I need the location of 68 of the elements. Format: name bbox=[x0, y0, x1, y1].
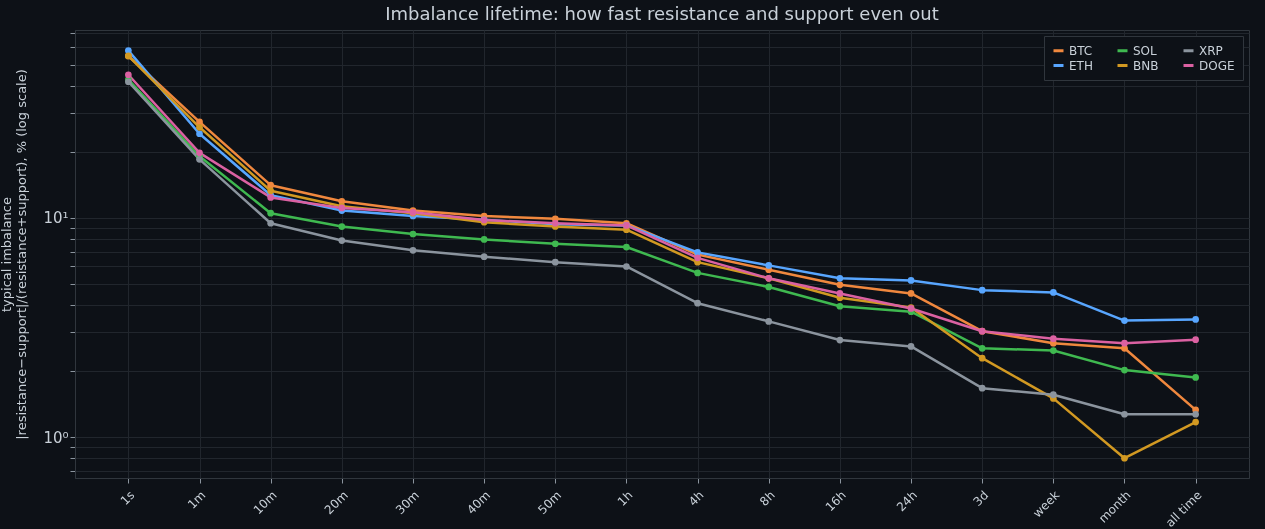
chart-title: Imbalance lifetime: how fast resistance and support even out bbox=[385, 3, 939, 24]
x-tick-label: 16h bbox=[822, 488, 849, 515]
point bbox=[907, 277, 915, 284]
point bbox=[1121, 410, 1128, 418]
x-tick-label: 1h bbox=[614, 488, 636, 509]
point bbox=[196, 123, 203, 131]
legend-label: XRP bbox=[1199, 43, 1223, 58]
point bbox=[836, 274, 844, 282]
x-tick-label: 8h bbox=[757, 488, 778, 509]
point bbox=[1049, 335, 1057, 343]
point bbox=[1121, 317, 1128, 324]
point bbox=[125, 71, 132, 79]
point bbox=[836, 290, 844, 297]
point bbox=[480, 236, 488, 243]
point bbox=[978, 286, 986, 294]
legend-label: BNB bbox=[1133, 58, 1159, 73]
point bbox=[694, 269, 701, 277]
point bbox=[836, 281, 844, 289]
point bbox=[551, 240, 559, 248]
point bbox=[1121, 454, 1128, 462]
y-tick-label: 10¹ bbox=[43, 209, 69, 228]
point bbox=[1192, 410, 1199, 418]
point bbox=[480, 253, 488, 261]
point bbox=[1121, 339, 1128, 347]
point bbox=[1192, 336, 1199, 344]
point bbox=[267, 209, 275, 217]
point bbox=[978, 354, 986, 362]
point bbox=[125, 47, 132, 54]
legend-label: BTC bbox=[1069, 43, 1093, 58]
point bbox=[267, 187, 275, 195]
point bbox=[1192, 316, 1199, 323]
point bbox=[338, 223, 346, 230]
point bbox=[1049, 391, 1057, 399]
x-tick-label: 24h bbox=[893, 488, 921, 515]
legend-label: DOGE bbox=[1199, 58, 1235, 73]
point bbox=[978, 344, 986, 352]
y-axis-title: typical imbalance |resistance−support|/(resistance+support), % (log scale) bbox=[0, 69, 30, 440]
point bbox=[623, 243, 630, 251]
point bbox=[836, 302, 844, 310]
point bbox=[907, 343, 915, 350]
point bbox=[1192, 418, 1199, 426]
point bbox=[196, 130, 203, 138]
point bbox=[623, 263, 630, 270]
legend-label: SOL bbox=[1133, 43, 1158, 58]
point bbox=[907, 290, 915, 297]
legend-label: ETH bbox=[1069, 58, 1093, 73]
x-tick-label: 4h bbox=[685, 488, 707, 509]
point bbox=[1192, 374, 1199, 381]
point bbox=[196, 118, 203, 126]
point bbox=[765, 318, 773, 325]
point bbox=[694, 299, 701, 307]
point bbox=[765, 283, 773, 291]
point bbox=[267, 219, 275, 227]
point bbox=[551, 258, 559, 266]
y-tick-label: 10⁰ bbox=[43, 428, 69, 447]
x-tick-label: 1m bbox=[184, 488, 209, 512]
point bbox=[1121, 366, 1128, 374]
point bbox=[1049, 289, 1057, 296]
point bbox=[409, 230, 417, 238]
point bbox=[765, 262, 773, 269]
x-tick-label: 3d bbox=[970, 488, 992, 509]
point bbox=[409, 246, 417, 254]
point bbox=[338, 237, 346, 244]
point bbox=[694, 254, 701, 262]
point bbox=[978, 384, 986, 392]
x-tick-label: 1s bbox=[117, 488, 138, 508]
point bbox=[836, 336, 844, 344]
point bbox=[1049, 347, 1057, 354]
